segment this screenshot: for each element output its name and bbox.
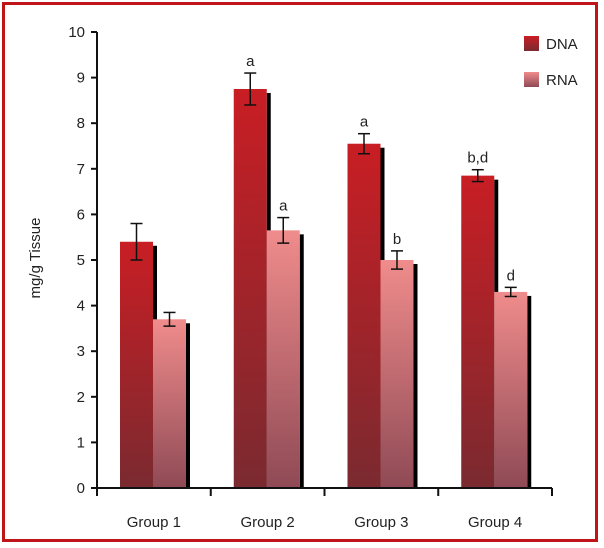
- bars: a a a b b,d d: [120, 53, 532, 489]
- bar-dna-group-4: [461, 175, 495, 488]
- y-tick-label-6: 6: [77, 206, 85, 223]
- bar-rna-group-3: [380, 260, 414, 488]
- y-tick-label-2: 2: [77, 389, 85, 406]
- y-tick-label-9: 9: [77, 70, 85, 87]
- y-tick-label-5: 5: [77, 252, 85, 269]
- significance-label-rna-group-4: d: [507, 267, 515, 284]
- y-tick-label-10: 10: [68, 24, 85, 41]
- x-tick-label-4: Group 4: [468, 514, 522, 531]
- bar-shadow-rna-group-3: [413, 264, 418, 488]
- significance-label-dna-group-3: a: [360, 114, 369, 131]
- legend-label-dna: DNA: [546, 36, 578, 53]
- y-tick-label-7: 7: [77, 161, 85, 178]
- y-tick-label-8: 8: [77, 115, 85, 132]
- bar-rna-group-1: [153, 319, 186, 488]
- significance-label-rna-group-2: a: [279, 198, 288, 215]
- significance-label-dna-group-2: a: [246, 53, 255, 70]
- y-tick-label-1: 1: [77, 434, 85, 451]
- bar-shadow-rna-group-2: [299, 234, 304, 488]
- y-tick-label-4: 4: [77, 298, 85, 315]
- y-axis-label: mg/g Tissue: [27, 218, 44, 299]
- bar-shadow-rna-group-4: [527, 295, 532, 488]
- x-tick-label-1: Group 1: [127, 514, 181, 531]
- legend-swatch-rna: [524, 72, 539, 87]
- legend: DNA RNA: [524, 36, 578, 89]
- bar-dna-group-2: [233, 89, 267, 488]
- significance-label-rna-group-3: b: [393, 231, 401, 248]
- x-tick-label-2: Group 2: [241, 514, 295, 531]
- bar-rna-group-4: [494, 291, 528, 488]
- x-axis: Group 1 Group 2 Group 3 Group 4: [91, 487, 553, 531]
- bar-dna-group-3: [347, 143, 381, 488]
- significance-label-dna-group-4: b,d: [467, 150, 488, 167]
- legend-label-rna: RNA: [546, 72, 578, 89]
- y-tick-label-3: 3: [77, 343, 85, 360]
- y-axis: 0 1 2 3 4 5 6 7 8 9 10: [68, 24, 98, 497]
- bar-shadow-rna-group-1: [186, 323, 190, 488]
- x-tick-label-3: Group 3: [354, 514, 408, 531]
- bar-dna-group-1: [120, 241, 153, 488]
- y-tick-label-0: 0: [77, 480, 85, 497]
- legend-swatch-dna: [524, 36, 539, 51]
- bar-rna-group-2: [266, 230, 300, 489]
